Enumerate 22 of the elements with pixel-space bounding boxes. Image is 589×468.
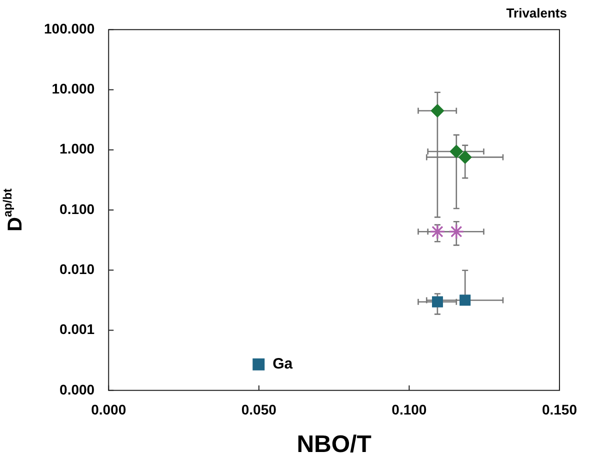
y-tick-label: 0.010	[60, 260, 95, 277]
point	[430, 224, 446, 240]
point	[430, 104, 444, 118]
x-tick-label: 0.000	[91, 402, 126, 418]
y-tick-label: 0.000	[60, 381, 95, 398]
y-tick-label: 1.000	[60, 140, 95, 157]
y-tick-label: 0.100	[60, 200, 95, 217]
legend-label: Ga	[272, 356, 294, 373]
point	[448, 224, 464, 240]
point	[458, 150, 472, 164]
y-tick-label: 0.001	[60, 321, 95, 338]
x-tick-label: 0.100	[392, 402, 427, 418]
y-tick-label: 10.000	[52, 80, 95, 97]
x-tick-label: 0.150	[542, 402, 578, 418]
x-axis-title: NBO/T	[296, 431, 372, 458]
chart-title: Trivalents	[506, 5, 567, 20]
y-axis-title: Dap/bt	[0, 188, 27, 232]
y-tick-label: 100.000	[44, 20, 95, 36]
point	[450, 144, 463, 158]
point	[460, 294, 471, 306]
x-tick-label: 0.050	[241, 402, 277, 418]
point	[432, 296, 443, 308]
